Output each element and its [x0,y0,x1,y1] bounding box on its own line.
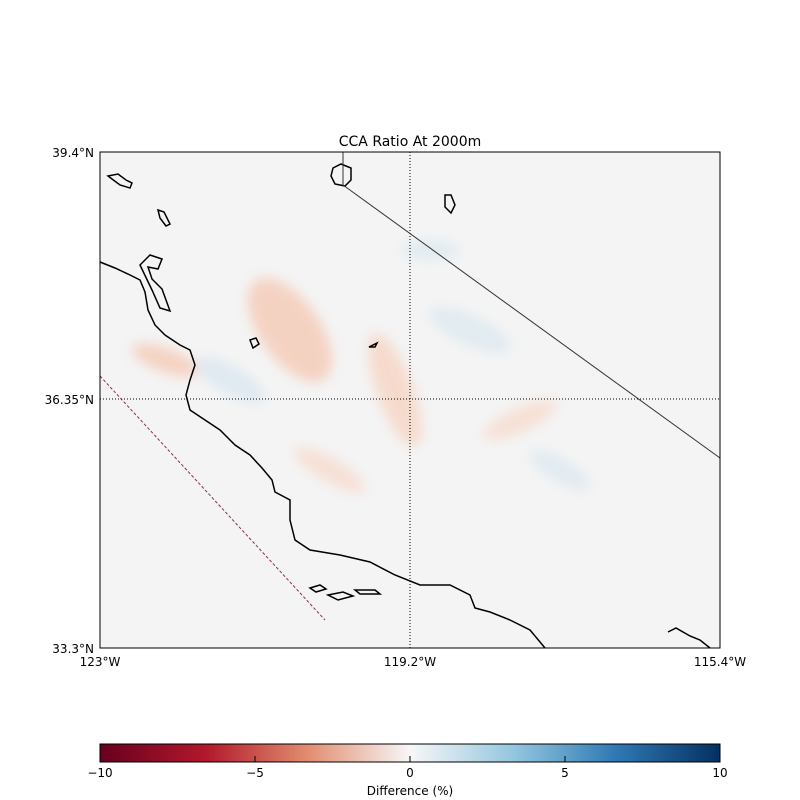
lon-label: 123°W [80,655,121,669]
colorbar-tick-label: 10 [712,766,727,780]
field-patch [368,333,422,447]
salton-sea-outline [667,627,711,649]
colorbar-tick-label: −5 [246,766,264,780]
lat-label: 33.3°N [52,642,94,656]
field-patch [294,447,366,493]
lon-label: 115.4°W [694,655,746,669]
lake-outline [444,194,456,215]
colorbar-tick-label: −10 [87,766,112,780]
colorbar-ticks [254,756,566,762]
boundary-line [342,184,721,459]
chart-title: CCA Ratio At 2000m [339,134,482,150]
lake-outline [156,208,172,227]
lake-outline [249,337,260,350]
field-patch [400,240,460,260]
lake-outline [106,173,133,189]
field-patch [247,277,333,383]
coastline [99,163,711,649]
field-patch [194,356,266,404]
map-frame [99,151,721,649]
lat-label: 39.4°N [52,146,94,160]
bay-outline [139,254,172,313]
field-patch [131,343,199,377]
domain-boundary [342,152,721,459]
channel-islands [308,584,383,601]
domain-edge-line [99,375,326,621]
lon-label: 119.2°W [384,655,436,669]
coastline-mainland [99,261,546,649]
field-patch [428,306,512,354]
colorbar-tick-label: 0 [406,766,414,780]
colorbar-tick-label: 5 [561,766,569,780]
lat-label: 36.35°N [45,393,94,407]
lake-outline [368,341,379,348]
field-patch [483,399,557,441]
field-patch [529,449,591,491]
colorbar-label: Difference (%) [367,784,453,798]
difference-field [131,240,591,493]
